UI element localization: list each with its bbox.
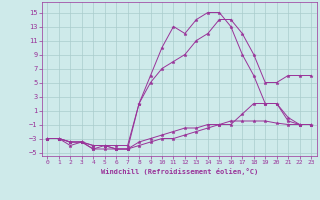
X-axis label: Windchill (Refroidissement éolien,°C): Windchill (Refroidissement éolien,°C) bbox=[100, 168, 258, 175]
